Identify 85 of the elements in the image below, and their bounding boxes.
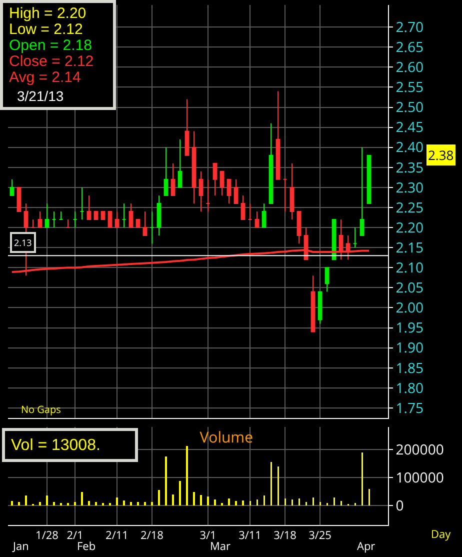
candlestick <box>114 211 120 228</box>
candlestick <box>178 138 182 188</box>
candlestick <box>262 202 266 228</box>
candlestick <box>198 170 204 212</box>
candlestick <box>366 154 372 204</box>
y-tick-label: 100000 <box>396 468 444 488</box>
y-tick-label: 2.45 <box>396 118 424 138</box>
text: Jan <box>12 539 29 554</box>
candlestick <box>310 275 316 332</box>
candlestick <box>80 186 84 220</box>
candlestick <box>86 194 92 220</box>
candlestick <box>72 211 78 228</box>
y-tick-label: 2.20 <box>396 218 424 238</box>
y-tick-label: 1.80 <box>396 378 424 398</box>
y-tick-label: 2.25 <box>396 198 424 218</box>
candlestick <box>150 211 154 244</box>
candlestick <box>318 291 322 324</box>
y-tick-label: 2.00 <box>396 298 424 318</box>
candlestick <box>44 202 50 228</box>
candlestick <box>52 211 56 228</box>
y-tick-label: 2.50 <box>396 98 424 118</box>
x-axis-title: Day <box>431 527 452 542</box>
candlestick <box>142 211 148 236</box>
candlestick <box>360 146 364 236</box>
ref-line-label: 2.13 <box>14 236 32 249</box>
candlestick <box>38 211 42 228</box>
candlestick <box>192 130 196 204</box>
candlestick <box>352 227 358 248</box>
candlestick <box>10 178 14 196</box>
candlestick <box>254 211 260 228</box>
y-tick-label: 2.55 <box>396 78 424 98</box>
y-tick-label: 2.65 <box>396 38 424 57</box>
y-tick-label: 2.70 <box>396 18 424 37</box>
candlestick <box>128 202 134 228</box>
y-tick-label: 2.15 <box>396 238 424 258</box>
candlestick <box>212 162 218 196</box>
x-tick-label: 3/11 <box>238 528 262 544</box>
candlestick <box>206 178 210 212</box>
annotation: Low = 2.12 <box>9 21 84 38</box>
chart-title: Volume <box>200 427 254 448</box>
x-tick-label: 2/11 <box>106 528 128 544</box>
x-tick-label: 2/18 <box>140 528 164 544</box>
y-tick-label: 2.60 <box>396 58 424 78</box>
candlestick <box>170 162 176 196</box>
annotation: Avg = 2.14 <box>9 69 82 86</box>
candlestick <box>282 178 288 212</box>
candlestick <box>184 98 190 156</box>
candlestick <box>296 211 302 244</box>
candlestick <box>248 202 252 220</box>
candlestick <box>122 202 126 228</box>
y-tick-label: 1.90 <box>396 338 424 358</box>
candlestick <box>290 162 294 220</box>
x-tick-label: 3/18 <box>274 528 296 544</box>
x-tick-label: 3/25 <box>308 528 332 544</box>
candlestick <box>66 219 70 228</box>
candlestick <box>276 90 280 180</box>
y-tick-label: 1.85 <box>396 358 424 378</box>
candlestick <box>226 178 232 204</box>
text: 2.38 <box>428 146 454 164</box>
y-tick-label: 2.05 <box>396 278 424 298</box>
candlestick <box>234 178 238 204</box>
annotation: High = 2.20 <box>9 5 88 22</box>
volume-box: Vol = 13008. <box>2 428 138 462</box>
candlestick <box>58 211 64 220</box>
text: Apr <box>357 539 376 554</box>
candlestick <box>324 267 330 292</box>
y-tick-label: 200000 <box>396 440 444 460</box>
y-tick-label: 2.30 <box>396 178 424 198</box>
y-tick-label: 1.95 <box>396 318 424 338</box>
candlestick <box>30 219 36 228</box>
candlestick <box>220 170 224 196</box>
y-tick-label: 1.75 <box>396 398 424 418</box>
annotation: Close = 2.12 <box>9 53 95 70</box>
annotation: 3/21/13 <box>16 88 65 104</box>
y-tick-label: 2.35 <box>396 158 424 178</box>
x-tick-label: 1/28 <box>36 528 58 544</box>
candlestick <box>164 146 168 196</box>
y-tick-label: 2.10 <box>396 258 424 278</box>
annotation: Open = 2.18 <box>9 37 93 54</box>
candlestick <box>240 194 246 220</box>
candlestick <box>156 194 162 236</box>
y-tick-label: 0 <box>396 496 404 516</box>
y-tick-label: 2.40 <box>396 138 424 158</box>
annotation: No Gaps <box>21 402 62 416</box>
candlestick <box>268 122 274 204</box>
